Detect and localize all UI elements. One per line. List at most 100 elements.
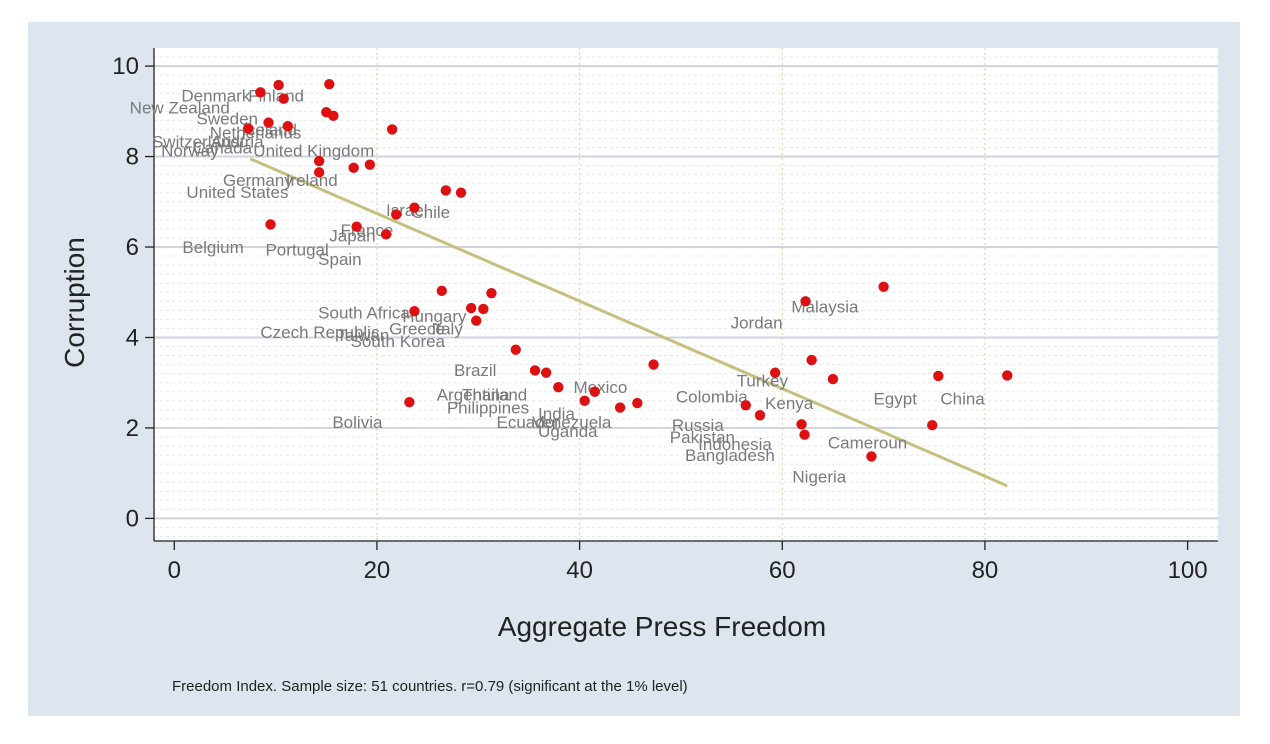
data-point <box>769 367 781 378</box>
data-point <box>364 159 376 170</box>
data-point <box>380 229 392 240</box>
country-label: Brazil <box>454 361 497 380</box>
data-point <box>255 87 266 98</box>
data-point <box>404 396 415 408</box>
data-point <box>471 315 482 326</box>
x-tick-label: 0 <box>168 557 181 584</box>
country-label: Nigeria <box>792 467 846 486</box>
data-point <box>409 306 420 317</box>
country-label: Chile <box>411 203 450 222</box>
country-label: Netherlands <box>210 124 302 143</box>
country-label: South Africa <box>318 304 410 323</box>
data-point <box>455 187 467 198</box>
country-label: Austria <box>211 133 264 152</box>
x-tick-label: 20 <box>364 557 391 584</box>
data-point <box>278 93 289 104</box>
country-label: Cameroun <box>828 433 907 452</box>
data-point <box>265 219 276 230</box>
data-point <box>796 419 807 430</box>
country-label: Thailand <box>462 385 527 404</box>
country-label: Italy <box>432 319 464 338</box>
country-label: Czech Republic <box>260 323 380 342</box>
country-label: Bangladesh <box>685 446 775 465</box>
data-points <box>243 78 1013 462</box>
chart-note: Freedom Index. Sample size: 51 countries… <box>172 678 688 695</box>
data-point <box>386 124 398 135</box>
data-point <box>740 400 751 411</box>
data-point <box>440 185 452 196</box>
country-label: Kenya <box>765 394 814 413</box>
country-label: Uganda <box>538 422 598 441</box>
country-label: Ecuador <box>497 413 561 432</box>
y-tick-label: 6 <box>126 234 139 261</box>
data-point <box>510 344 521 355</box>
country-label: Egypt <box>873 390 917 409</box>
data-point <box>328 110 339 122</box>
data-point <box>553 382 564 393</box>
country-label: Colombia <box>676 387 748 406</box>
country-label: New Zealand <box>130 99 230 118</box>
country-label: Canada <box>193 139 253 158</box>
country-label: Greece <box>389 319 445 338</box>
data-point <box>273 79 284 91</box>
country-label: Venezuela <box>532 413 612 432</box>
country-label: Germany <box>223 171 293 190</box>
country-label: United Kingdom <box>253 142 374 161</box>
data-point <box>243 123 254 134</box>
figure-background: 0 2 4 6 8 10 0 20 40 60 80 100 Aggregate Press Freed… <box>28 22 1240 716</box>
data-point <box>351 221 362 232</box>
country-label: Philippines <box>447 399 529 418</box>
country-label: South Korea <box>351 332 446 351</box>
data-point <box>313 167 325 178</box>
data-point <box>800 296 811 307</box>
x-tick-label: 60 <box>769 557 796 584</box>
x-tick-label: 80 <box>972 557 999 584</box>
country-label: Denmark <box>181 86 250 105</box>
country-label: India <box>538 404 575 423</box>
y-tick-label: 2 <box>126 415 139 442</box>
data-point <box>648 359 659 370</box>
data-point <box>409 202 420 213</box>
data-point <box>465 302 477 314</box>
data-point <box>282 121 293 132</box>
data-point <box>436 285 447 297</box>
data-point <box>866 451 877 462</box>
y-tick-label: 0 <box>126 505 139 532</box>
country-label: Sweden <box>197 110 258 129</box>
country-label: Argentina <box>437 385 510 404</box>
data-point <box>614 402 626 413</box>
data-point <box>1002 370 1013 381</box>
data-point <box>263 117 274 128</box>
country-label: Spain <box>318 250 361 269</box>
x-tick-label: 40 <box>566 557 593 584</box>
country-label: Switzerland <box>152 133 240 152</box>
y-tick-label: 10 <box>112 53 139 80</box>
country-label: Mexico <box>574 378 628 397</box>
data-point <box>529 365 541 376</box>
data-point <box>754 410 766 421</box>
x-tick-label: 100 <box>1168 557 1208 584</box>
country-label: Ireland <box>286 171 338 190</box>
country-label: Russia <box>672 416 725 435</box>
data-point <box>632 397 643 409</box>
data-point <box>799 429 810 440</box>
country-label: Norway <box>161 142 219 161</box>
fit-line <box>249 157 1008 488</box>
data-point <box>927 420 938 431</box>
data-point <box>313 155 325 167</box>
data-point <box>324 78 335 90</box>
country-label: Jordan <box>731 314 783 333</box>
country-label: Japan <box>329 227 375 246</box>
data-point <box>827 373 839 385</box>
data-point <box>933 370 944 382</box>
data-point <box>878 281 889 293</box>
country-label: United States <box>186 183 288 202</box>
plot-area <box>154 48 1218 541</box>
country-label: Portugal <box>265 240 328 259</box>
data-point <box>806 354 817 366</box>
country-label: Pakistan <box>670 428 735 447</box>
data-point <box>540 367 552 378</box>
country-label: China <box>940 390 985 409</box>
